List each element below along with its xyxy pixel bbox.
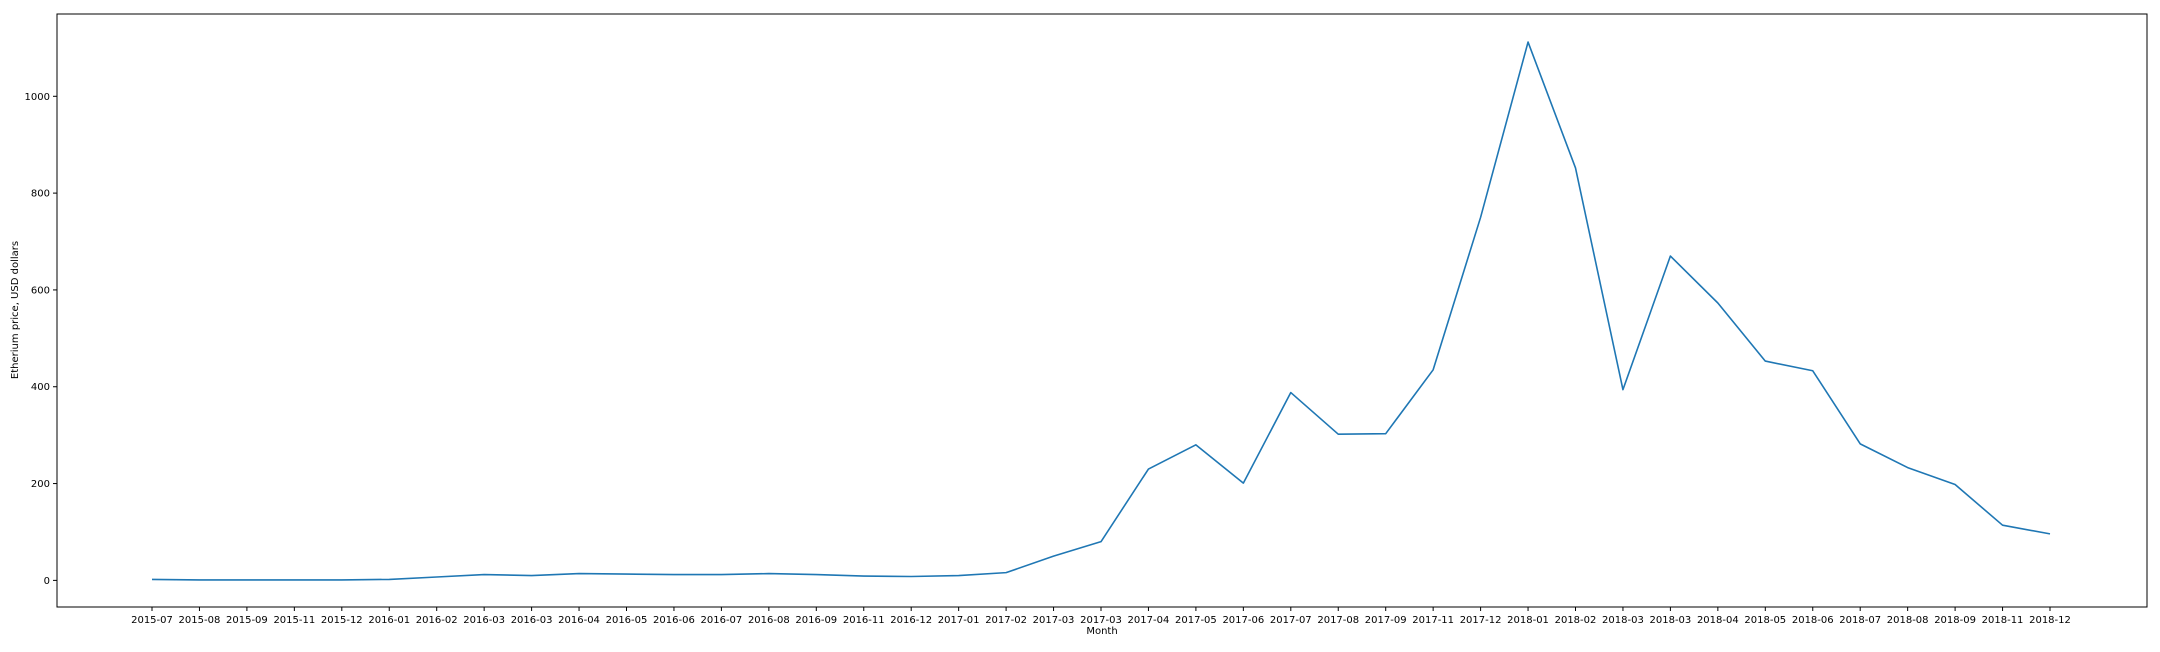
x-tick-label: 2016-12 <box>890 615 932 626</box>
y-axis-ticks: 0 200 400 600 800 1000 <box>25 92 57 587</box>
x-tick-label: 2016-09 <box>795 615 837 626</box>
y-tick-label: 0 <box>44 576 50 587</box>
x-tick-label: 2018-07 <box>1839 615 1881 626</box>
data-point <box>388 578 391 581</box>
x-tick-label: 2015-12 <box>321 615 363 626</box>
data-point <box>1906 466 1909 469</box>
x-tick-label: 2017-08 <box>1317 615 1359 626</box>
x-tick-label: 2016-08 <box>748 615 790 626</box>
x-tick-label: 2018-06 <box>1792 615 1834 626</box>
data-point <box>1432 368 1435 371</box>
data-point <box>245 578 248 581</box>
data-point <box>293 578 296 581</box>
data-point <box>151 578 154 581</box>
data-point <box>1289 391 1292 394</box>
data-point <box>530 574 533 577</box>
x-tick-label: 2018-12 <box>2029 615 2071 626</box>
x-axis-label: Month <box>1086 626 1117 637</box>
x-tick-label: 2016-01 <box>368 615 410 626</box>
x-axis-ticks: 2015-07 2015-08 2015-09 2015-11 2015-12 2016-… <box>131 607 2071 626</box>
x-tick-label: 2017-09 <box>1365 615 1407 626</box>
x-tick-label: 2016-11 <box>843 615 885 626</box>
data-point <box>1005 571 1008 574</box>
y-axis-label: Etherium price, USD dollars <box>10 241 21 379</box>
x-tick-label: 2017-01 <box>938 615 980 626</box>
x-tick-label: 2017-12 <box>1460 615 1502 626</box>
y-tick-label: 1000 <box>25 92 50 103</box>
data-point <box>815 573 818 576</box>
y-tick-label: 400 <box>31 382 50 393</box>
y-tick-label: 800 <box>31 189 50 200</box>
data-point <box>1100 540 1103 543</box>
x-tick-label: 2017-05 <box>1175 615 1217 626</box>
y-tick-label: 600 <box>31 285 50 296</box>
x-tick-label: 2018-09 <box>1934 615 1976 626</box>
data-point <box>862 575 865 578</box>
x-tick-label: 2017-07 <box>1270 615 1312 626</box>
x-tick-label: 2017-03 <box>1033 615 1075 626</box>
data-point <box>1859 442 1862 445</box>
data-point <box>767 572 770 575</box>
x-tick-label: 2017-11 <box>1412 615 1454 626</box>
x-tick-label: 2018-05 <box>1744 615 1786 626</box>
x-tick-label: 2018-03 <box>1650 615 1692 626</box>
plot-frame <box>57 14 2147 607</box>
x-tick-label: 2015-08 <box>179 615 221 626</box>
data-point <box>625 573 628 576</box>
y-tick-label: 200 <box>31 479 50 490</box>
x-tick-label: 2017-06 <box>1222 615 1264 626</box>
data-point <box>198 578 201 581</box>
x-tick-label: 2017-02 <box>985 615 1027 626</box>
x-tick-label: 2016-03 <box>511 615 553 626</box>
data-point <box>340 578 343 581</box>
x-tick-label: 2016-02 <box>416 615 458 626</box>
data-point <box>1716 301 1719 304</box>
x-tick-label: 2016-06 <box>653 615 695 626</box>
x-tick-label: 2015-11 <box>273 615 315 626</box>
data-points <box>151 41 2052 582</box>
x-tick-label: 2018-08 <box>1887 615 1929 626</box>
data-point <box>1384 432 1387 435</box>
data-point <box>435 575 438 578</box>
x-tick-label: 2018-03 <box>1602 615 1644 626</box>
data-point <box>1621 388 1624 391</box>
x-tick-label: 2017-04 <box>1128 615 1170 626</box>
data-point <box>483 573 486 576</box>
data-point <box>1242 482 1245 485</box>
data-point <box>1479 216 1482 219</box>
data-point <box>2001 524 2004 527</box>
data-point <box>1954 483 1957 486</box>
x-tick-label: 2018-04 <box>1697 615 1739 626</box>
x-tick-label: 2016-04 <box>558 615 600 626</box>
x-tick-label: 2015-09 <box>226 615 268 626</box>
x-tick-label: 2018-01 <box>1507 615 1549 626</box>
data-point <box>1194 443 1197 446</box>
data-point <box>1764 360 1767 363</box>
x-tick-label: 2016-07 <box>701 615 743 626</box>
data-point <box>1669 255 1672 258</box>
x-tick-label: 2018-02 <box>1555 615 1597 626</box>
data-point <box>1574 166 1577 169</box>
data-point <box>1811 369 1814 372</box>
x-tick-label: 2016-05 <box>606 615 648 626</box>
data-point <box>1337 433 1340 436</box>
data-point <box>720 573 723 576</box>
data-point <box>910 575 913 578</box>
data-point <box>1052 555 1055 558</box>
data-point <box>1147 468 1150 471</box>
data-point <box>578 572 581 575</box>
x-tick-label: 2015-07 <box>131 615 173 626</box>
x-tick-label: 2018-11 <box>1982 615 2024 626</box>
data-point <box>2049 532 2052 535</box>
x-tick-label: 2016-03 <box>463 615 505 626</box>
x-tick-label: 2017-03 <box>1080 615 1122 626</box>
data-point <box>672 573 675 576</box>
series-line <box>152 42 2050 580</box>
data-point <box>1527 41 1530 44</box>
data-point <box>957 574 960 577</box>
